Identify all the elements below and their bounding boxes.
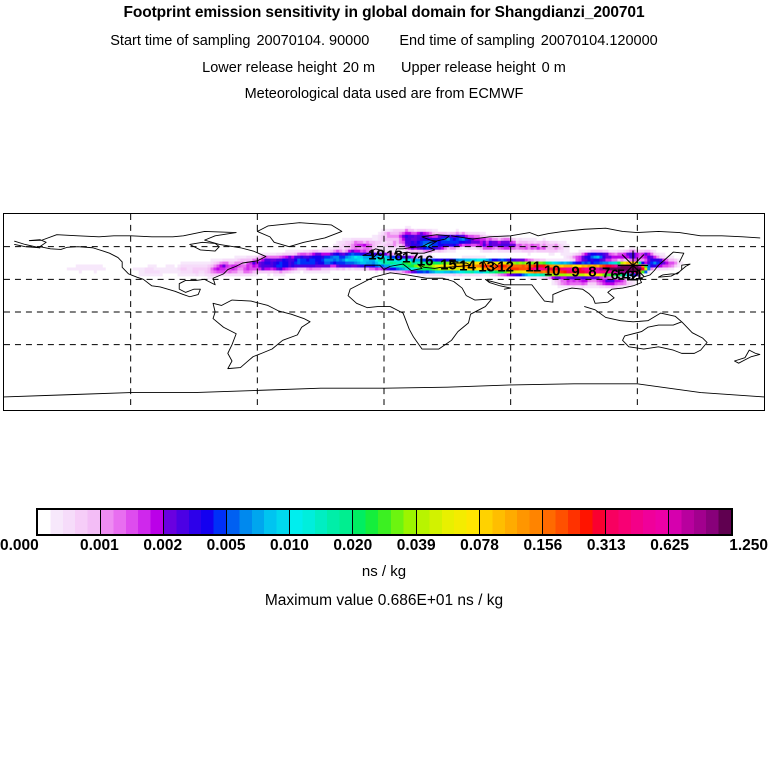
colorbar-segment <box>290 510 354 534</box>
colorbar-segment <box>668 510 732 534</box>
lower-release-height-label: Lower release height <box>202 60 337 76</box>
coastline-path <box>14 244 41 249</box>
trajectory-age-label: 1 <box>634 266 644 284</box>
coastline-path <box>347 272 493 350</box>
coastline-path <box>362 251 372 256</box>
coastlines <box>4 222 764 398</box>
trajectory-age-label: 10 <box>543 262 561 280</box>
coastline-path <box>28 230 267 298</box>
trajectory-age-label: 3 <box>626 267 635 285</box>
colorbar-segment <box>605 510 669 534</box>
coastline-path <box>658 263 691 278</box>
release-site-marker <box>616 249 650 288</box>
colorbar-segment <box>164 510 228 534</box>
colorbar-segment <box>38 510 102 534</box>
colorbar-tick: 0.002 <box>143 537 183 554</box>
colorbar-tick: 0.020 <box>333 537 373 554</box>
colorbar-tick: 0.625 <box>650 537 690 554</box>
trajectory-age-label: 4 <box>622 267 631 285</box>
coastline-path <box>734 349 761 364</box>
colorbar-tick: 0.001 <box>79 537 119 554</box>
page-title: Footprint emission sensitivity in global… <box>123 4 645 21</box>
trajectory-age-label: 17 <box>402 249 419 267</box>
colorbar-tick: 0.156 <box>523 537 563 554</box>
upper-release-height-label: Upper release height <box>401 60 536 76</box>
end-time-label: End time of sampling <box>399 33 535 49</box>
coastline-path <box>212 299 311 370</box>
coastline-path <box>189 241 220 252</box>
trajectory-age-label: 2 <box>630 267 639 285</box>
map-panel: 19 18 17 16 15 14 13 12 11 10 9 8 7 6 5 4 3 2 1 <box>3 213 765 411</box>
start-time-label: Start time of sampling <box>110 33 251 49</box>
coastline-path <box>584 306 708 354</box>
coastline-path <box>256 222 343 248</box>
trajectory-age-label: 13 <box>478 258 495 276</box>
trajectory-age-label: 6 <box>610 266 619 283</box>
release-height-row: Lower release height 20 m Upper release he… <box>0 60 768 76</box>
coastline-path <box>394 234 450 255</box>
colorbar-tick: 0.078 <box>460 537 499 554</box>
colorbar-tick: 0.313 <box>586 537 626 554</box>
colorbar-segment <box>542 510 606 534</box>
trajectory-age-label: 5 <box>616 266 626 284</box>
coastline-path <box>364 260 472 272</box>
trajectory-age-label: 8 <box>588 263 597 281</box>
trajectory-age-label: 11 <box>525 258 542 276</box>
trajectory-age-label: 16 <box>416 252 434 270</box>
colorbar-unit-label: ns / kg <box>361 563 407 580</box>
colorbar-tick: 0.010 <box>270 537 309 554</box>
lower-release-height-value: 20 m <box>342 60 376 76</box>
trajectory-age-label: 9 <box>571 263 580 281</box>
trajectory-age-label: 18 <box>386 247 403 265</box>
end-time-value: 20070104.120000 <box>540 33 658 49</box>
trajectory-age-label: 19 <box>368 246 385 264</box>
coastline-path <box>14 227 761 249</box>
colorbar-segment <box>479 510 543 534</box>
colorbar-tick: 0.000 <box>0 537 39 554</box>
upper-release-height-value: 0 m <box>541 60 566 76</box>
colorbar <box>36 508 733 536</box>
colorbar-segment <box>227 510 291 534</box>
map-overlay <box>4 214 764 410</box>
trajectory-age-label: 14 <box>459 257 476 275</box>
sampling-time-row: Start time of sampling 20070104. 90000 End… <box>0 33 768 49</box>
trajectory-age-label: 7 <box>602 264 611 282</box>
meteorology-source: Meteorological data used are from ECMWF <box>244 86 524 102</box>
colorbar-tick: 0.039 <box>396 537 436 554</box>
trajectory-age-label: 12 <box>497 258 514 276</box>
colorbar-segment <box>416 510 480 534</box>
colorbar-tick: 1.250 <box>729 537 768 554</box>
coastline-path <box>370 248 381 259</box>
start-time-value: 20070104. 90000 <box>256 33 370 49</box>
colorbar-segment <box>101 510 165 534</box>
colorbar-tick-labels: 0.000 0.001 0.002 0.005 0.010 0.020 0.039 0.078… <box>0 537 768 557</box>
trajectory-age-label: 15 <box>440 256 457 274</box>
colorbar-segment <box>353 510 417 534</box>
coastline-path <box>4 383 764 398</box>
graticule <box>4 214 764 410</box>
coastline-path <box>482 260 499 272</box>
colorbar-tick: 0.005 <box>206 537 246 554</box>
coastline-path <box>484 251 685 304</box>
maximum-value-label: Maximum value 0.686E+01 ns / kg <box>264 592 504 609</box>
